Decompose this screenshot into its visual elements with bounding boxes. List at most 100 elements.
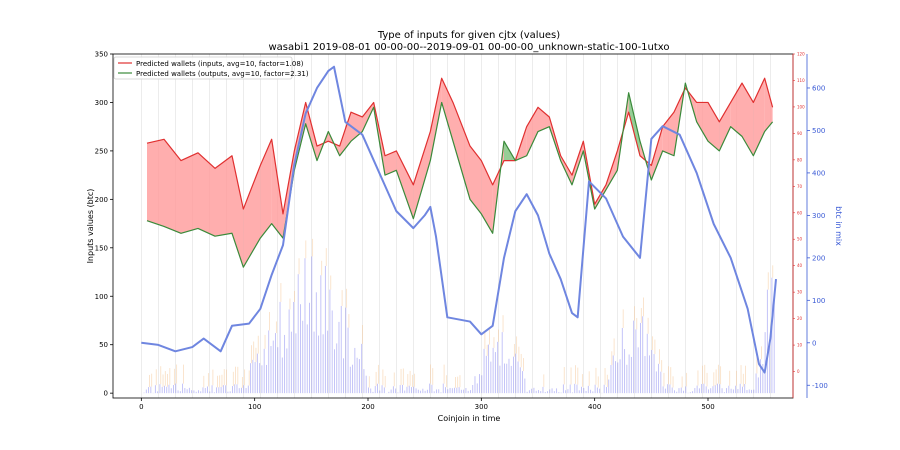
input-bar [218, 387, 220, 394]
input-bar-light [518, 346, 520, 362]
y2-tick-label: 400 [812, 169, 825, 177]
input-bar [161, 386, 163, 394]
fill-red-segment [396, 150, 414, 219]
axes: 0 100 200 300 400 500050100150200250300350010… [95, 51, 828, 412]
input-bar-light [275, 321, 277, 334]
input-bar [662, 386, 664, 394]
input-bar-light [411, 374, 413, 388]
input-bar-light [226, 369, 227, 386]
input-bar [721, 388, 723, 394]
input-bar [222, 385, 224, 394]
input-bar [166, 386, 168, 394]
legend-box [113, 56, 293, 80]
input-bar [540, 391, 542, 394]
input-bar-light [761, 346, 762, 360]
chart-subtitle: wasabi1 2019-08-01 00-00-00--2019-09-01 … [268, 42, 669, 53]
input-bar [377, 383, 378, 394]
input-bar [472, 385, 474, 394]
input-bar-light [513, 343, 515, 357]
input-bar-light [253, 341, 255, 360]
x-axis-label: Coinjoin in time [438, 414, 501, 423]
fill-red-segment [232, 155, 244, 268]
input-bar [640, 322, 641, 394]
input-bar [454, 387, 456, 394]
input-bar [760, 359, 762, 394]
input-bar-light [681, 376, 683, 388]
input-bar [551, 388, 553, 394]
input-bar [517, 361, 519, 394]
input-bar-light [151, 373, 153, 387]
input-bar-light [169, 368, 171, 385]
input-bar [764, 332, 766, 394]
input-bar [476, 383, 478, 394]
fill-red-segment [305, 102, 317, 161]
fill-red-segment [441, 78, 453, 142]
input-bar [751, 389, 752, 394]
input-bar-light [223, 369, 225, 386]
y-axis-label: Inputs values (btc) [86, 189, 95, 264]
fill-red-segment [708, 102, 720, 151]
input-bar [583, 387, 585, 394]
input-bar-light [176, 364, 178, 384]
input-bar-light [305, 240, 307, 259]
input-bar-light [575, 365, 576, 384]
input-bar [420, 390, 422, 394]
input-bar [653, 354, 655, 394]
input-bar [368, 387, 369, 394]
input-bar-light [588, 371, 590, 386]
input-bar [402, 384, 403, 394]
input-bar-light [740, 365, 742, 384]
input-bar [621, 327, 623, 394]
input-bar [399, 385, 401, 394]
y2-tick-label: 600 [812, 84, 825, 92]
input-bar [488, 344, 490, 394]
input-bar [406, 386, 408, 394]
input-bar-light [736, 370, 737, 386]
input-bar [170, 388, 172, 394]
input-bar-light [745, 365, 746, 384]
input-bar [651, 349, 653, 394]
input-bar [259, 363, 261, 394]
input-bar [644, 356, 646, 394]
y3-tick-label: 90 [797, 131, 803, 136]
input-bar [186, 389, 188, 394]
x-tick-label: 300 [475, 403, 488, 411]
input-bar-light [375, 371, 377, 387]
input-bar-light [756, 355, 758, 374]
input-bar-light [330, 275, 332, 290]
input-bar [755, 373, 757, 394]
input-bar [608, 379, 610, 394]
input-bar [374, 386, 376, 394]
input-bar [191, 390, 193, 394]
input-bar-light [772, 265, 774, 278]
input-bar [481, 375, 483, 394]
input-bar [696, 385, 698, 394]
input-bar-light [563, 367, 565, 385]
input-bar [195, 391, 197, 394]
input-bar-light [622, 309, 624, 328]
input-bar-light [704, 364, 706, 384]
input-bar [247, 385, 249, 394]
input-bar [737, 389, 739, 394]
input-bar [578, 390, 580, 394]
input-bar [494, 352, 496, 394]
y3-tick-label: 10 [797, 343, 803, 348]
input-bar-light [384, 375, 386, 388]
input-bar [572, 392, 573, 394]
input-bar [599, 388, 601, 394]
input-bar-light [715, 369, 717, 386]
input-bar [168, 384, 170, 394]
input-bar [569, 384, 571, 394]
input-bar [556, 388, 558, 394]
fill-red-segment [572, 141, 584, 185]
x-tick-label: 400 [588, 403, 601, 411]
input-bar-light [241, 376, 243, 388]
input-bar-light [686, 372, 688, 387]
input-bar-light [457, 376, 459, 388]
input-bar-light [489, 329, 490, 345]
input-bar-light [251, 345, 252, 364]
input-bar [352, 364, 354, 394]
input-bar-light [455, 377, 456, 388]
input-bar [336, 343, 338, 394]
input-bar [451, 388, 453, 394]
